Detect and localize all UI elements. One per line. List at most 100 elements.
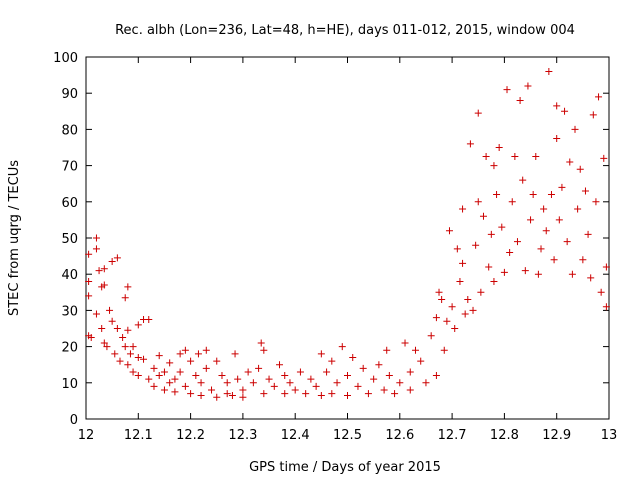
- data-point: [576, 165, 584, 173]
- data-point: [592, 198, 600, 206]
- data-point: [270, 382, 278, 390]
- data-point: [192, 372, 200, 380]
- data-point: [474, 198, 482, 206]
- data-point: [466, 140, 474, 148]
- y-tick-label: 100: [53, 51, 78, 66]
- y-tick-label: 90: [61, 87, 78, 102]
- x-tick-label: 12.2: [176, 428, 205, 443]
- data-point: [291, 386, 299, 394]
- data-point: [456, 277, 464, 285]
- data-point: [171, 388, 179, 396]
- data-point: [406, 368, 414, 376]
- data-point: [595, 93, 603, 101]
- data-point: [482, 153, 490, 161]
- data-point: [113, 254, 121, 262]
- data-point: [218, 372, 226, 380]
- data-point: [498, 223, 506, 231]
- data-point: [194, 350, 202, 358]
- data-point: [244, 368, 252, 376]
- data-point: [550, 256, 558, 264]
- data-point: [129, 368, 137, 376]
- data-point: [155, 372, 163, 380]
- data-point: [113, 325, 121, 332]
- data-point: [323, 368, 331, 376]
- data-point: [197, 391, 205, 399]
- data-point: [176, 368, 184, 376]
- data-point: [255, 364, 263, 372]
- x-tick-label: 12.6: [385, 428, 414, 443]
- data-point: [100, 265, 108, 273]
- data-point: [234, 375, 242, 383]
- data-point: [281, 372, 289, 380]
- data-point: [338, 343, 346, 351]
- data-point: [92, 245, 100, 253]
- data-point: [87, 334, 95, 342]
- data-point: [490, 277, 498, 285]
- data-point: [464, 296, 472, 304]
- data-point: [581, 187, 589, 195]
- data-point: [116, 357, 124, 365]
- data-point: [563, 238, 571, 246]
- y-axis-label: STEC from uqrg / TECUs: [7, 160, 22, 316]
- data-point: [260, 346, 268, 354]
- data-point: [602, 263, 610, 271]
- data-point: [333, 379, 341, 387]
- data-point: [584, 230, 592, 238]
- data-point: [317, 350, 325, 358]
- data-point: [239, 386, 247, 394]
- data-point: [106, 306, 114, 314]
- data-point: [516, 96, 524, 104]
- data-point: [453, 245, 461, 253]
- data-point: [485, 263, 493, 271]
- x-tick-label: 12.7: [438, 428, 467, 443]
- data-point: [503, 86, 511, 94]
- plot-frame: [85, 56, 610, 420]
- data-point: [495, 144, 503, 151]
- data-point: [472, 241, 480, 249]
- data-point: [417, 357, 425, 365]
- data-point: [547, 191, 555, 199]
- data-point: [558, 183, 566, 191]
- data-point: [344, 372, 351, 380]
- data-point: [448, 303, 456, 311]
- data-point: [432, 314, 440, 322]
- data-point: [92, 310, 100, 318]
- y-tick-label: 0: [70, 413, 78, 428]
- data-point: [98, 325, 106, 332]
- data-point: [602, 303, 610, 311]
- data-point: [435, 288, 443, 296]
- data-point: [349, 353, 357, 361]
- data-point: [302, 390, 310, 398]
- data-point: [359, 364, 367, 372]
- data-point: [317, 391, 325, 399]
- data-point: [532, 153, 540, 161]
- data-point: [85, 277, 93, 285]
- y-tick-label: 70: [61, 160, 78, 175]
- data-point: [401, 339, 409, 347]
- data-point: [383, 346, 391, 354]
- data-point: [500, 268, 508, 276]
- y-tick-label: 60: [61, 196, 78, 211]
- x-tick-label: 12.1: [124, 428, 153, 443]
- data-point: [540, 205, 548, 213]
- data-point: [597, 288, 605, 296]
- data-point: [155, 352, 163, 360]
- data-point: [459, 259, 467, 267]
- data-point: [92, 234, 100, 242]
- x-tick-label: 12.9: [542, 428, 571, 443]
- y-tick-label: 80: [61, 123, 78, 138]
- data-point: [521, 267, 529, 275]
- data-point: [459, 205, 467, 213]
- data-point: [231, 350, 239, 358]
- x-axis: 12 12.1 12.2 12.3 12.4 12.5 12.6 12.7 12.8 12.9 13: [78, 57, 617, 443]
- data-point: [223, 379, 231, 387]
- data-point: [542, 227, 550, 235]
- data-point: [477, 288, 485, 296]
- data-point: [121, 343, 129, 351]
- data-point: [160, 368, 168, 376]
- data-point: [561, 107, 569, 115]
- data-point: [422, 379, 430, 387]
- data-point: [257, 339, 265, 347]
- data-point: [443, 317, 451, 325]
